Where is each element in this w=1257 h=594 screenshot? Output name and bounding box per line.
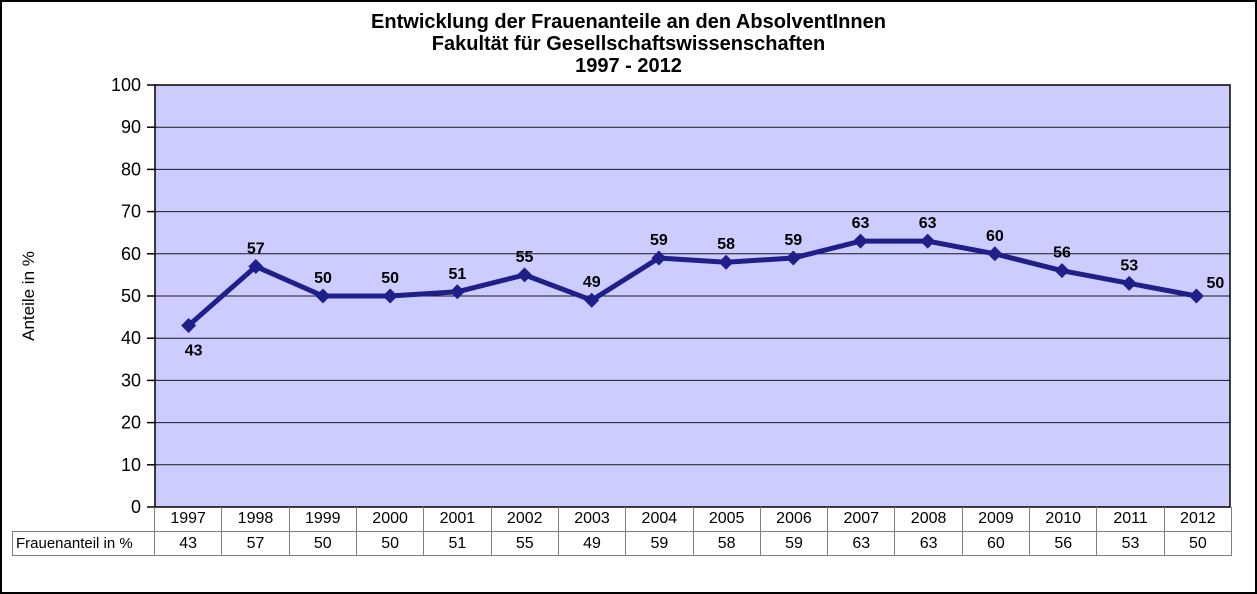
series-line: [186, 238, 1199, 329]
value-cell: 59: [761, 532, 829, 555]
year-cell: 2009: [963, 507, 1031, 531]
year-cell: 2008: [895, 507, 963, 531]
value-cell: 56: [1030, 532, 1098, 555]
y-axis-tick-label: 30: [121, 370, 141, 390]
data-point-marker: [517, 267, 533, 283]
data-point-marker: [382, 288, 398, 304]
year-cell: 2006: [761, 507, 829, 531]
y-axis-tick-label: 40: [121, 328, 141, 348]
data-point-marker: [1054, 263, 1070, 279]
x-axis-category-row: 1997 1998 1999 2000 2001 2002 2003 2004 2005 2006…: [154, 507, 1232, 531]
data-point-marker: [852, 233, 868, 249]
data-point-marker: [920, 233, 936, 249]
data-label: 55: [516, 249, 534, 266]
y-axis-tick-label: 10: [121, 455, 141, 475]
year-cell: 1998: [222, 507, 290, 531]
data-label: 50: [381, 270, 399, 287]
value-cell: 63: [895, 532, 963, 555]
data-point-marker: [718, 254, 734, 270]
data-label: 58: [717, 236, 735, 253]
data-label: 43: [185, 343, 203, 360]
data-point-marker: [584, 292, 600, 308]
y-axis-tick-label: 70: [121, 202, 141, 222]
year-cell: 2004: [626, 507, 694, 531]
data-label: 57: [247, 240, 265, 257]
value-cell: 49: [559, 532, 627, 555]
value-cell: 60: [963, 532, 1031, 555]
value-cell: 58: [694, 532, 761, 555]
value-cell: 57: [222, 532, 290, 555]
data-label: 59: [650, 232, 668, 249]
data-point-marker: [315, 288, 331, 304]
value-cell: 50: [290, 532, 357, 555]
year-cell: 1997: [155, 507, 223, 531]
value-cell: 51: [424, 532, 492, 555]
year-cell: 2002: [492, 507, 559, 531]
y-axis-tick-label: 50: [121, 286, 141, 306]
data-label: 60: [986, 228, 1004, 245]
data-label: 63: [852, 215, 870, 232]
year-cell: 2005: [694, 507, 761, 531]
value-cell: 55: [492, 532, 559, 555]
data-table-row: Frauenanteil in % 43 57 50 50 51 55 49 59 58 59 63…: [12, 531, 1232, 556]
value-cell: 50: [1165, 532, 1232, 555]
year-cell: 2003: [559, 507, 627, 531]
year-cell: 2001: [424, 507, 492, 531]
chart-title-line-2: Fakultät für Gesellschaftswissenschaften: [431, 33, 826, 55]
data-label: 59: [784, 232, 802, 249]
data-label: 50: [314, 270, 332, 287]
value-cell: 63: [828, 532, 896, 555]
chart-title: Entwicklung der Frauenanteile an den Abs…: [2, 11, 1255, 77]
data-label: 50: [1207, 275, 1225, 292]
year-cell: 2010: [1030, 507, 1098, 531]
year-cell: 1999: [290, 507, 357, 531]
y-axis-tick-label: 60: [121, 244, 141, 264]
data-point-marker: [248, 258, 264, 274]
data-point-marker: [651, 250, 667, 266]
y-axis-tick-label: 90: [121, 117, 141, 137]
data-point-marker: [449, 284, 465, 300]
y-axis-tick-label: 20: [121, 413, 141, 433]
data-label: 53: [1120, 257, 1138, 274]
y-axis-tick-label: 0: [131, 497, 141, 517]
y-axis-tick-label: 80: [121, 159, 141, 179]
value-cell: 59: [626, 532, 694, 555]
year-cell: 2012: [1165, 507, 1232, 531]
chart-title-line-3: 1997 - 2012: [575, 55, 682, 77]
year-cell: 2011: [1097, 507, 1165, 531]
data-label: 63: [919, 215, 937, 232]
value-cell: 50: [357, 532, 425, 555]
data-point-marker: [181, 318, 197, 334]
value-cell: 43: [155, 532, 223, 555]
year-cell: 2000: [357, 507, 425, 531]
data-point-marker: [1188, 288, 1204, 304]
value-cell: 53: [1097, 532, 1165, 555]
data-label: 56: [1053, 245, 1071, 262]
y-axis-tick-label: 100: [111, 75, 141, 95]
data-label: 49: [583, 274, 601, 291]
data-point-marker: [785, 250, 801, 266]
year-cell: 2007: [828, 507, 896, 531]
data-point-marker: [987, 246, 1003, 262]
data-table-row-label: Frauenanteil in %: [13, 532, 155, 555]
data-label: 51: [448, 266, 466, 283]
chart-title-line-1: Entwicklung der Frauenanteile an den Abs…: [371, 11, 886, 33]
data-point-marker: [1121, 275, 1137, 291]
